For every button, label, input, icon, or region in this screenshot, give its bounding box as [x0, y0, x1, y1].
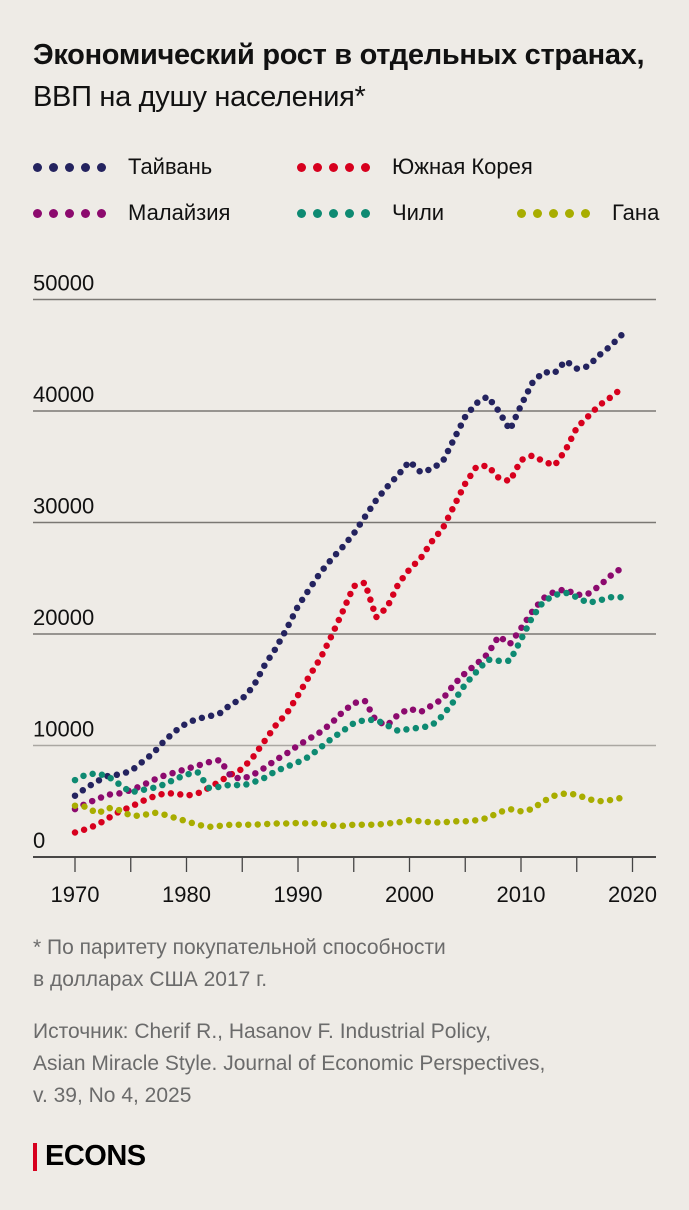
- x-tick-label-1980: 1980: [162, 882, 211, 907]
- legend-label-ghana: Гана: [612, 200, 660, 225]
- legend-item-malaysia: Малайзия: [33, 200, 230, 226]
- series-line-0: [71, 331, 625, 799]
- legend-swatch-south-korea: [297, 162, 370, 172]
- x-tick-label-1990: 1990: [274, 882, 323, 907]
- footnote-line-1: * По паритету покупательной способности: [33, 936, 446, 959]
- y-axis-labels: 0 10000 20000 30000 40000 50000: [33, 271, 94, 854]
- y-tick-label-20000: 20000: [33, 605, 94, 630]
- footnote-line-2: в долларах США 2017 г.: [33, 968, 268, 991]
- legend-label-taiwan: Тайвань: [128, 154, 213, 179]
- x-tick-label-2020: 2020: [608, 882, 657, 907]
- chart-title-bold: Экономический рост в отдельных странах,: [33, 39, 645, 71]
- legend-label-chile: Чили: [392, 200, 445, 225]
- legend-item-taiwan: Тайвань: [33, 154, 212, 180]
- legend-label-malaysia: Малайзия: [128, 200, 231, 225]
- chart-subtitle: ВВП на душу населения*: [33, 81, 366, 113]
- legend-swatch-taiwan: [33, 162, 106, 172]
- chart-title: Экономический рост в отдельных странах, …: [33, 34, 663, 118]
- series-lines: [71, 331, 625, 836]
- legend-item-ghana: Гана: [517, 200, 659, 226]
- x-axis: 1970 1980 1990 2000 2010 2020: [33, 856, 657, 907]
- y-tick-label-30000: 30000: [33, 494, 94, 519]
- logo-text: ECONS: [45, 1140, 146, 1172]
- series-line-1: [71, 385, 625, 836]
- footnote: * По паритету покупательной способности …: [33, 932, 673, 996]
- x-tick-label-2010: 2010: [497, 882, 546, 907]
- x-tick-label-2000: 2000: [385, 882, 434, 907]
- series-line-3: [71, 589, 625, 796]
- legend-item-chile: Чили: [297, 200, 444, 226]
- legend-swatch-ghana: [517, 208, 590, 218]
- source-line-2: Asian Miracle Style. Journal of Economic…: [33, 1052, 546, 1075]
- series-line-2: [71, 564, 625, 813]
- series-line-4: [71, 790, 625, 831]
- econs-logo: ECONS: [33, 1140, 146, 1173]
- source-note: Источник: Cherif R., Hasanov F. Industri…: [33, 1016, 673, 1112]
- source-line-1: Источник: Cherif R., Hasanov F. Industri…: [33, 1020, 492, 1043]
- y-tick-label-10000: 10000: [33, 717, 94, 742]
- gridlines: [33, 298, 656, 747]
- line-chart: 0 10000 20000 30000 40000 50000 1970 1980 1990 2…: [33, 271, 657, 907]
- logo-red-bar: [33, 1142, 37, 1171]
- legend-swatch-chile: [297, 208, 370, 218]
- y-tick-label-0: 0: [33, 828, 45, 853]
- legend-item-south-korea: Южная Корея: [297, 154, 533, 180]
- x-tick-label-1970: 1970: [51, 882, 100, 907]
- y-tick-label-50000: 50000: [33, 271, 94, 296]
- legend-label-south-korea: Южная Корея: [392, 154, 533, 179]
- source-line-3: v. 39, No 4, 2025: [33, 1084, 192, 1107]
- legend: Тайвань Южная Корея Малайзия Чили Гана: [33, 154, 673, 234]
- y-tick-label-40000: 40000: [33, 382, 94, 407]
- legend-swatch-malaysia: [33, 208, 106, 218]
